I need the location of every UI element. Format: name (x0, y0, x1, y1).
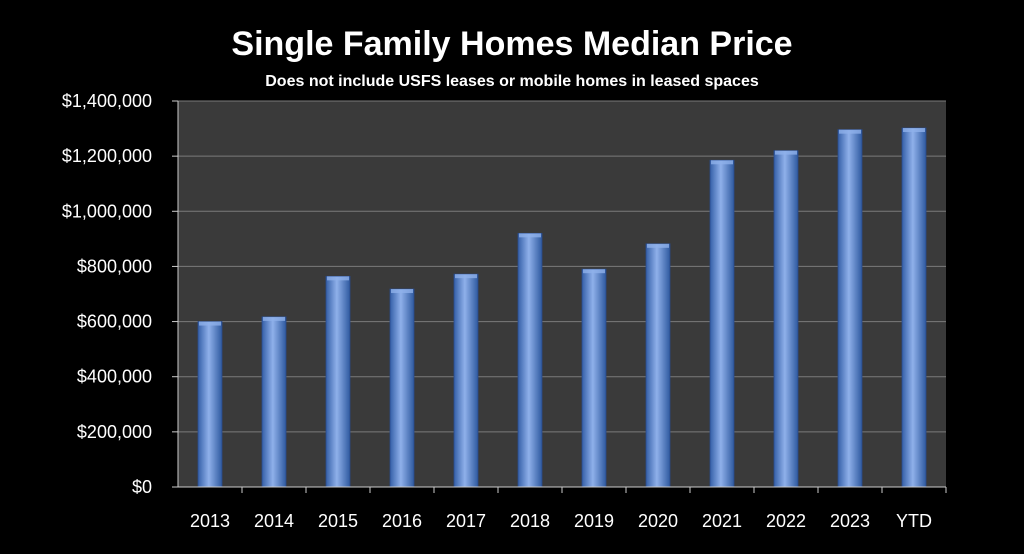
bar-2015 (325, 275, 351, 488)
y-tick-label: $1,200,000 (62, 146, 152, 166)
bar-2017 (453, 273, 479, 488)
bar-2020 (645, 243, 671, 488)
y-tick-label: $600,000 (77, 312, 152, 332)
bar-top-highlight (839, 129, 861, 134)
y-tick-label: $400,000 (77, 367, 152, 387)
bar-top-highlight (263, 316, 285, 321)
y-tick-label: $800,000 (77, 256, 152, 276)
bar-top-highlight (711, 160, 733, 165)
chart-subtitle: Does not include USFS leases or mobile h… (265, 73, 759, 90)
bar-2016 (389, 288, 415, 488)
axes: $0 $200,000 $400,000 $600,000 $800,000 $1,000… (62, 91, 947, 531)
bar-top-highlight (327, 276, 349, 281)
bar-2014 (261, 316, 287, 488)
bars (197, 127, 927, 488)
bar-2022 (773, 150, 799, 488)
bar-top-highlight (455, 274, 477, 279)
bar-top-highlight (903, 128, 925, 133)
bar-ytd (901, 127, 927, 488)
bar-top-highlight (583, 269, 605, 274)
gridlines (178, 100, 946, 433)
bar-top-highlight (519, 233, 541, 238)
bar-2018 (517, 232, 543, 488)
x-tick-label: 2021 (702, 511, 742, 531)
bar-2021 (709, 159, 735, 488)
bar-top-highlight (775, 150, 797, 155)
bar-2019 (581, 268, 607, 488)
x-tick-label: 2018 (510, 511, 550, 531)
plot-area (178, 101, 946, 487)
x-tick-label: 2019 (574, 511, 614, 531)
x-tick-label: 2022 (766, 511, 806, 531)
y-tick-label: $200,000 (77, 422, 152, 442)
x-tick-label: 2014 (254, 511, 294, 531)
bar-top-highlight (199, 321, 221, 326)
x-tick-label: 2016 (382, 511, 422, 531)
bar-top-highlight (647, 243, 669, 248)
x-tick-label: 2023 (830, 511, 870, 531)
x-tick-label: 2013 (190, 511, 230, 531)
y-tick-label: $1,000,000 (62, 201, 152, 221)
x-tick-label: YTD (896, 511, 932, 531)
chart-title: Single Family Homes Median Price (231, 25, 792, 63)
x-tick-label: 2017 (446, 511, 486, 531)
bar-top-highlight (391, 289, 413, 294)
bar-2013 (197, 321, 223, 488)
x-tick-label: 2015 (318, 511, 358, 531)
y-tick-label: $1,400,000 (62, 91, 152, 111)
bar-2023 (837, 129, 863, 488)
x-tick-label: 2020 (638, 511, 678, 531)
y-tick-label: $0 (132, 477, 152, 497)
